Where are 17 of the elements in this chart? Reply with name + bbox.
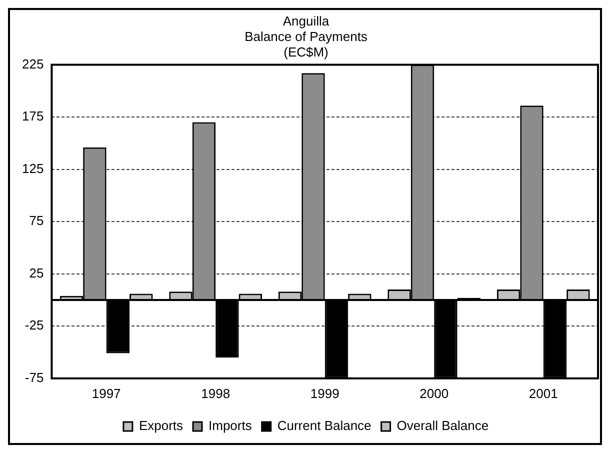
x-tick-label: 1998 (201, 386, 230, 401)
legend-label: Imports (208, 418, 252, 434)
x-tick-label: 2000 (420, 386, 449, 401)
legend-label: Exports (138, 418, 184, 434)
chart-title: Anguilla Balance of Payments (EC$M) (244, 13, 368, 60)
y-tick-label: 225 (22, 56, 44, 72)
y-tick-label: -75 (24, 370, 44, 385)
x-tick-label: 2001 (528, 386, 558, 401)
y-tick-label: 125 (22, 160, 44, 176)
y-tick-label: 75 (29, 213, 44, 228)
y-tick-label: 25 (29, 265, 44, 280)
y-tick-label: 175 (22, 108, 44, 124)
legend-label: Overall Balance (396, 418, 489, 434)
x-tick-label: 1997 (92, 386, 121, 401)
y-tick-label: -25 (24, 318, 44, 333)
legend-label: Current Balance (277, 418, 372, 434)
x-tick-label: 1999 (310, 386, 340, 401)
